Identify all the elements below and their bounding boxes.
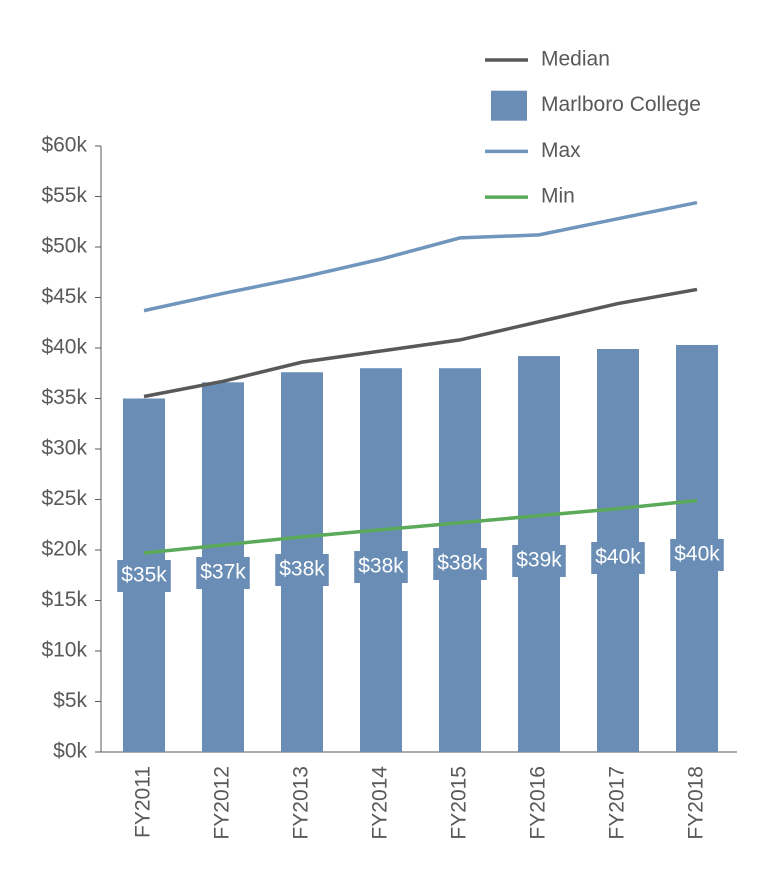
y-tick-label: $30k <box>41 437 87 460</box>
y-tick-label: $10k <box>41 639 87 662</box>
x-tick-label: FY2016 <box>527 766 550 840</box>
value-label: $35k <box>117 560 171 592</box>
legend-label: Max <box>541 139 581 162</box>
x-tick-label: FY2013 <box>290 766 313 840</box>
y-tick-label: $50k <box>41 235 87 258</box>
value-label-text: $38k <box>358 555 404 578</box>
y-tick-label: $15k <box>41 588 87 611</box>
y-tick-label: $5k <box>53 689 87 712</box>
x-tick-label: FY2012 <box>211 766 234 840</box>
value-label-text: $40k <box>674 543 720 566</box>
value-label-text: $38k <box>279 558 325 581</box>
y-tick-label: $60k <box>41 134 87 157</box>
value-label-box <box>670 539 724 571</box>
legend-label: Marlboro College <box>541 93 701 116</box>
value-label: $38k <box>433 548 487 580</box>
x-tick-label: FY2015 <box>448 766 471 840</box>
x-tick-label: FY2017 <box>606 766 629 840</box>
value-label-text: $38k <box>437 552 483 575</box>
x-tick-label: FY2014 <box>369 766 392 840</box>
value-label: $40k <box>670 539 724 571</box>
legend-label: Median <box>541 48 610 71</box>
value-label-text: $40k <box>595 546 641 569</box>
value-label-box <box>196 557 250 589</box>
value-label: $38k <box>354 551 408 583</box>
line-series <box>143 498 698 555</box>
y-tick-label: $25k <box>41 487 87 510</box>
y-tick-label: $55k <box>41 184 87 207</box>
y-tick-label: $0k <box>53 740 87 763</box>
y-tick-label: $40k <box>41 336 87 359</box>
value-label-box <box>117 560 171 592</box>
legend-swatch <box>491 90 527 121</box>
value-label-box <box>433 548 487 580</box>
y-tick-label: $45k <box>41 285 87 308</box>
value-label: $37k <box>196 557 250 589</box>
value-label-box <box>512 545 566 577</box>
line-series <box>143 200 698 313</box>
line-series <box>143 287 698 399</box>
value-label-text: $39k <box>516 549 562 572</box>
value-label: $39k <box>512 545 566 577</box>
value-label: $40k <box>591 542 645 574</box>
value-label-text: $37k <box>200 561 246 584</box>
value-label-box <box>591 542 645 574</box>
value-label-text: $35k <box>121 564 167 587</box>
legend-label: Min <box>541 185 575 208</box>
value-label: $38k <box>275 554 329 586</box>
value-label-box <box>275 554 329 586</box>
value-label-box <box>354 551 408 583</box>
y-tick-label: $35k <box>41 386 87 409</box>
x-tick-label: FY2018 <box>685 766 708 840</box>
x-tick-label: FY2011 <box>132 766 155 838</box>
y-tick-label: $20k <box>41 538 87 561</box>
